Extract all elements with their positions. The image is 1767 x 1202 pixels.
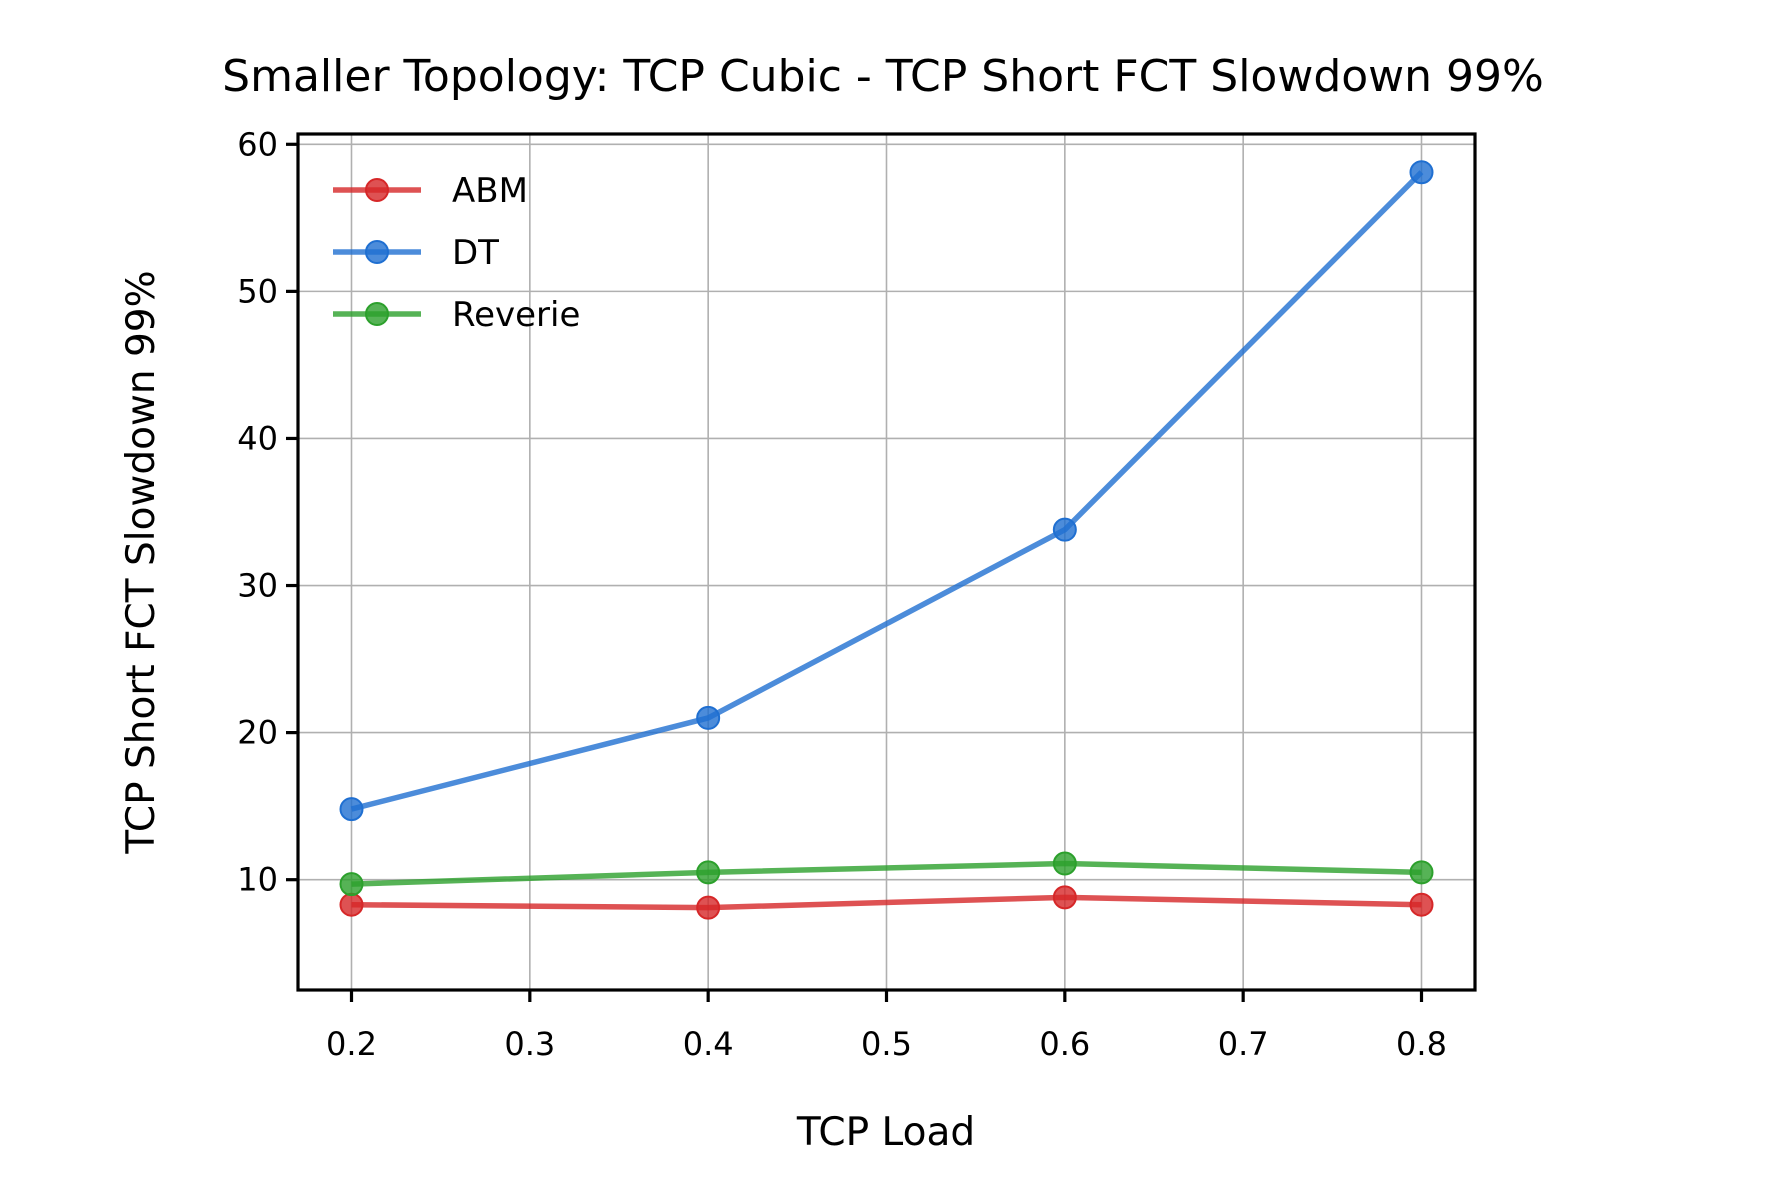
- axis-ticks: 0.2 0.3 0.4 0.5 0.6 0.7 0.8 10 20 30 40 50 60: [237, 125, 1447, 1063]
- x-tick-label: 0.7: [1218, 1025, 1269, 1063]
- data-point: [1052, 885, 1077, 910]
- data-point: [339, 892, 364, 917]
- data-point: [1052, 517, 1077, 542]
- legend-swatch-marker: [365, 178, 389, 202]
- series-line: [350, 170, 1424, 812]
- y-tick-label: 30: [237, 567, 278, 605]
- legend-label: DT: [452, 233, 499, 273]
- data-point: [1052, 851, 1077, 876]
- series-line: [351, 860, 1422, 887]
- series-layer: [339, 160, 1434, 920]
- x-tick-label: 0.6: [1039, 1025, 1090, 1063]
- x-tick-label: 0.4: [683, 1025, 734, 1063]
- y-axis-label: TCP Short FCT Slowdown 99%: [119, 270, 164, 854]
- data-point: [339, 872, 364, 897]
- y-tick-label: 50: [237, 272, 278, 310]
- legend-item-abm: ABM: [333, 171, 528, 211]
- x-tick-label: 0.2: [326, 1025, 377, 1063]
- legend-swatch-marker: [365, 240, 389, 264]
- series-dt: [339, 160, 1434, 822]
- y-tick-label: 10: [237, 861, 278, 899]
- series-abm: [339, 885, 1434, 920]
- x-tick-label: 0.5: [861, 1025, 912, 1063]
- legend-item-dt: DT: [333, 233, 499, 273]
- x-axis-label: TCP Load: [796, 1110, 975, 1155]
- data-point: [1409, 160, 1434, 185]
- data-point: [696, 705, 721, 730]
- data-point: [1409, 860, 1434, 885]
- grid: [298, 134, 1475, 990]
- data-point: [1409, 892, 1434, 917]
- legend-label: ABM: [452, 171, 528, 211]
- legend: ABM DT Reverie: [333, 171, 580, 335]
- chart-title: Smaller Topology: TCP Cubic - TCP Short …: [222, 51, 1544, 102]
- data-point: [696, 860, 721, 885]
- legend-swatch-marker: [365, 302, 389, 326]
- series-reverie: [339, 851, 1434, 897]
- y-tick-label: 60: [237, 125, 278, 163]
- x-tick-label: 0.8: [1396, 1025, 1447, 1063]
- data-point: [339, 797, 364, 822]
- x-tick-label: 0.3: [504, 1025, 555, 1063]
- data-point: [696, 895, 721, 920]
- series-line: [351, 894, 1422, 911]
- legend-item-reverie: Reverie: [333, 295, 580, 335]
- y-tick-label: 40: [237, 419, 278, 457]
- y-tick-label: 20: [237, 714, 278, 752]
- legend-label: Reverie: [452, 295, 580, 335]
